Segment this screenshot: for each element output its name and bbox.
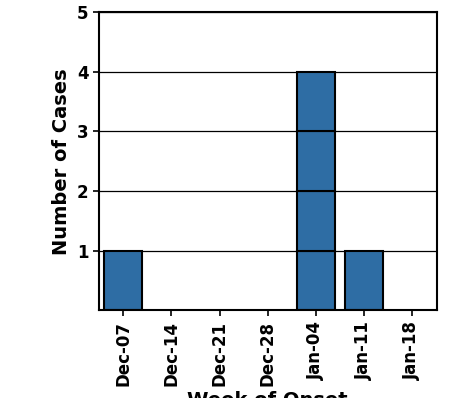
Bar bbox=[297, 251, 335, 310]
X-axis label: Week of Onset: Week of Onset bbox=[188, 391, 348, 398]
Bar bbox=[297, 191, 335, 251]
Bar bbox=[297, 72, 335, 131]
Y-axis label: Number of Cases: Number of Cases bbox=[52, 68, 72, 254]
Bar bbox=[297, 131, 335, 191]
Bar bbox=[345, 251, 383, 310]
Bar bbox=[104, 251, 142, 310]
